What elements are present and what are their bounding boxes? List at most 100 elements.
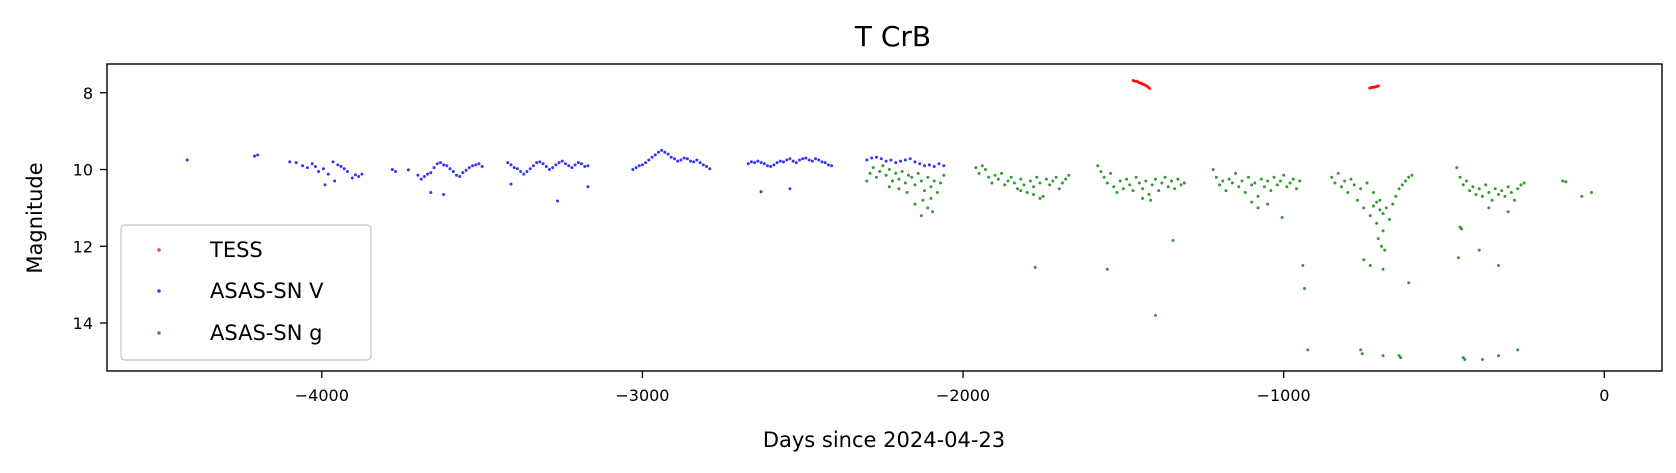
point-asas-sn-v [634, 166, 638, 170]
point-asas-sn-g [1153, 177, 1157, 181]
point-asas-sn-g [887, 185, 891, 189]
point-asas-sn-g [1173, 187, 1177, 191]
point-asas-sn-g [1461, 183, 1465, 187]
point-asas-sn-v [759, 161, 763, 165]
point-asas-sn-v [331, 160, 335, 164]
point-asas-sn-g [1028, 179, 1032, 183]
point-asas-sn-v [576, 161, 580, 165]
point-asas-sn-g [1460, 227, 1464, 231]
point-asas-sn-g [1339, 185, 1343, 189]
point-asas-sn-v [422, 174, 426, 178]
point-asas-sn-g [1105, 267, 1109, 271]
point-asas-sn-g [1118, 179, 1122, 183]
point-asas-sn-v [826, 163, 830, 167]
x-tick-label: −2000 [936, 386, 990, 405]
point-asas-sn-v [512, 166, 516, 170]
point-asas-sn-g [1009, 175, 1013, 179]
point-asas-sn-g [1128, 183, 1132, 187]
point-asas-sn-g [897, 177, 901, 181]
point-asas-sn-g [919, 179, 923, 183]
point-asas-sn-g [932, 179, 936, 183]
point-asas-sn-v [528, 167, 532, 171]
point-asas-sn-g [1169, 179, 1173, 183]
point-asas-sn-v [692, 160, 696, 164]
point-asas-sn-g [1272, 175, 1276, 179]
point-asas-sn-g [1048, 183, 1052, 187]
point-asas-sn-g [1000, 171, 1004, 175]
point-asas-sn-g [1355, 198, 1359, 202]
chart-title: T CrB [854, 20, 931, 53]
point-asas-sn-g [1163, 175, 1167, 179]
point-asas-sn-v [663, 150, 667, 154]
point-asas-sn-v [321, 167, 325, 171]
point-asas-sn-v [442, 192, 446, 196]
point-asas-sn-g [1368, 263, 1372, 267]
point-asas-sn-v [560, 159, 564, 163]
point-asas-sn-v [788, 187, 792, 191]
point-asas-sn-g [1099, 169, 1103, 173]
point-asas-sn-g [1032, 192, 1036, 196]
point-asas-sn-v [631, 168, 635, 172]
point-asas-sn-v [288, 160, 292, 164]
point-asas-sn-g [868, 171, 872, 175]
point-asas-sn-g [1237, 185, 1241, 189]
point-asas-sn-v [810, 159, 814, 163]
point-asas-sn-v [570, 166, 574, 170]
point-asas-sn-v [830, 164, 834, 168]
point-asas-sn-g [980, 164, 984, 168]
point-asas-sn-v [451, 169, 455, 173]
point-asas-sn-v [791, 159, 795, 163]
point-asas-sn-g [1038, 196, 1042, 200]
point-asas-sn-g [1256, 194, 1260, 198]
point-asas-sn-g [931, 210, 935, 214]
point-asas-sn-v [756, 159, 760, 163]
point-asas-sn-v [583, 164, 587, 168]
point-asas-sn-v [535, 161, 539, 165]
point-asas-sn-g [1333, 181, 1337, 185]
point-asas-sn-g [1141, 196, 1145, 200]
point-asas-sn-g [1218, 183, 1222, 187]
point-asas-sn-g [1336, 171, 1340, 175]
point-asas-sn-v [345, 169, 349, 173]
point-asas-sn-g [1125, 177, 1129, 181]
point-asas-sn-g [1362, 206, 1366, 210]
point-asas-sn-v [701, 163, 705, 167]
point-asas-sn-g [1064, 177, 1068, 181]
point-asas-sn-g [1399, 356, 1403, 360]
point-asas-sn-g [871, 166, 875, 170]
point-asas-sn-g [1211, 168, 1215, 172]
point-asas-sn-g [977, 171, 981, 175]
point-asas-sn-v [580, 162, 584, 166]
point-asas-sn-v [637, 164, 641, 168]
point-asas-sn-g [1400, 183, 1404, 187]
point-asas-sn-v [310, 162, 314, 166]
point-asas-sn-v [814, 157, 818, 161]
point-asas-sn-v [672, 157, 676, 161]
point-asas-sn-g [1182, 181, 1186, 185]
point-asas-sn-g [1016, 187, 1020, 191]
point-asas-sn-v [820, 160, 824, 164]
point-asas-sn-g [1012, 181, 1016, 185]
point-asas-sn-g [1458, 175, 1462, 179]
point-asas-sn-v [788, 157, 792, 161]
point-asas-sn-g [1224, 189, 1228, 193]
point-asas-sn-v [419, 177, 423, 181]
point-asas-sn-g [1306, 348, 1310, 352]
point-asas-sn-v [416, 173, 420, 177]
point-asas-sn-g [1269, 189, 1273, 193]
point-asas-sn-v [865, 158, 869, 162]
point-asas-sn-g [1171, 239, 1175, 243]
point-asas-sn-g [1278, 179, 1282, 183]
point-asas-sn-g [1474, 192, 1478, 196]
point-asas-sn-v [551, 166, 555, 170]
point-asas-sn-g [1503, 194, 1507, 198]
point-asas-sn-v [544, 164, 548, 168]
point-asas-sn-v [305, 166, 309, 170]
point-asas-sn-v [454, 173, 458, 177]
point-asas-sn-g [1298, 179, 1302, 183]
point-asas-sn-v [762, 162, 766, 166]
point-asas-sn-g [929, 185, 933, 189]
point-asas-sn-v [765, 164, 769, 168]
point-asas-sn-v [471, 164, 475, 168]
point-asas-sn-g [1496, 263, 1500, 267]
